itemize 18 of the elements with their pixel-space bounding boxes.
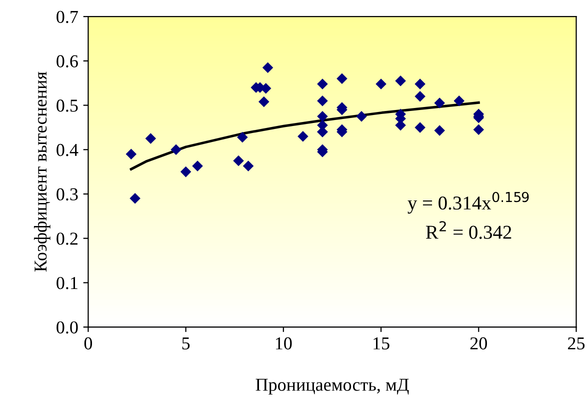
y-tick-label: 0.3	[56, 188, 78, 201]
annotation: y = 0.314x$^{0.159}$	[408, 192, 529, 214]
x-tick-label: 5	[182, 337, 190, 350]
y-tick-label: 0.4	[56, 144, 78, 156]
x-axis-title: Проницаемость, мД	[256, 378, 409, 395]
x-tick-label: 15	[374, 337, 390, 350]
annotation: R$^{2}$ = 0.342	[426, 221, 512, 239]
x-tick-label: 25	[568, 337, 585, 350]
x-tick-label: 10	[276, 337, 292, 350]
y-tick-label: 0.7	[56, 10, 78, 24]
y-tick-label: 0.1	[56, 276, 78, 290]
x-tick-label: 0	[84, 337, 92, 350]
y-tick-label: 0.0	[56, 321, 78, 334]
x-tick-label: 20	[470, 337, 487, 350]
y-tick-label: 0.6	[56, 55, 78, 68]
y-tick-label: 0.2	[56, 232, 78, 245]
y-axis-title: Коэффициент вытеснения	[34, 72, 50, 272]
y-tick-label: 0.5	[56, 100, 78, 112]
